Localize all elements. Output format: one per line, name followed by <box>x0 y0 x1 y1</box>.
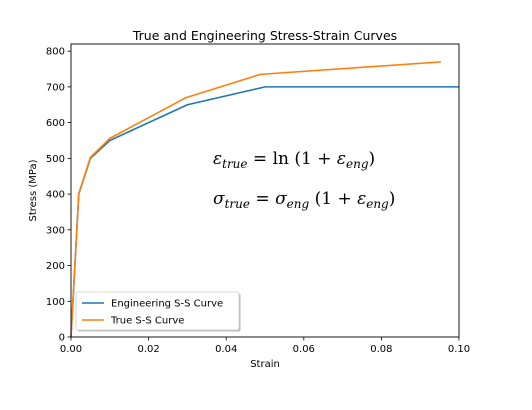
x-tick-label: 0.10 <box>448 344 470 355</box>
x-axis-label: Strain <box>250 359 280 370</box>
y-tick-label: 100 <box>46 297 65 308</box>
legend-box <box>75 291 240 331</box>
y-tick-label: 200 <box>46 261 65 272</box>
legend: Engineering S-S Curve True S-S Curve <box>75 291 241 332</box>
y-tick-label: 500 <box>46 154 65 165</box>
y-tick-label: 300 <box>46 225 65 236</box>
legend-label: True S-S Curve <box>110 316 184 327</box>
x-tick-label: 0.02 <box>137 344 159 355</box>
y-tick-label: 0 <box>59 333 65 344</box>
y-tick-label: 400 <box>46 190 65 201</box>
y-tick-label: 600 <box>46 118 65 129</box>
equation-true-strain: εtrue = ln (1 + εeng) <box>213 149 375 171</box>
x-tick-label: 0.06 <box>293 344 315 355</box>
x-tick-label: 0.04 <box>215 344 237 355</box>
x-tick-label: 0.08 <box>370 344 392 355</box>
chart-title: True and Engineering Stress-Strain Curve… <box>132 28 397 43</box>
equation-true-stress: σtrue = σeng (1 + εeng) <box>213 189 395 211</box>
y-tick-label: 800 <box>46 47 65 58</box>
x-axis: 0.00 0.02 0.04 0.06 0.08 0.10 <box>60 337 470 355</box>
axes-frame <box>70 43 460 338</box>
x-tick-label: 0.00 <box>60 344 82 355</box>
legend-label: Engineering S-S Curve <box>111 299 223 310</box>
y-axis-label: Stress (MPa) <box>28 159 39 221</box>
y-axis: 0 100 200 300 400 500 600 700 800 <box>46 47 71 344</box>
y-tick-label: 700 <box>46 82 65 93</box>
series-line-true <box>70 61 441 338</box>
plot-area <box>70 61 459 338</box>
